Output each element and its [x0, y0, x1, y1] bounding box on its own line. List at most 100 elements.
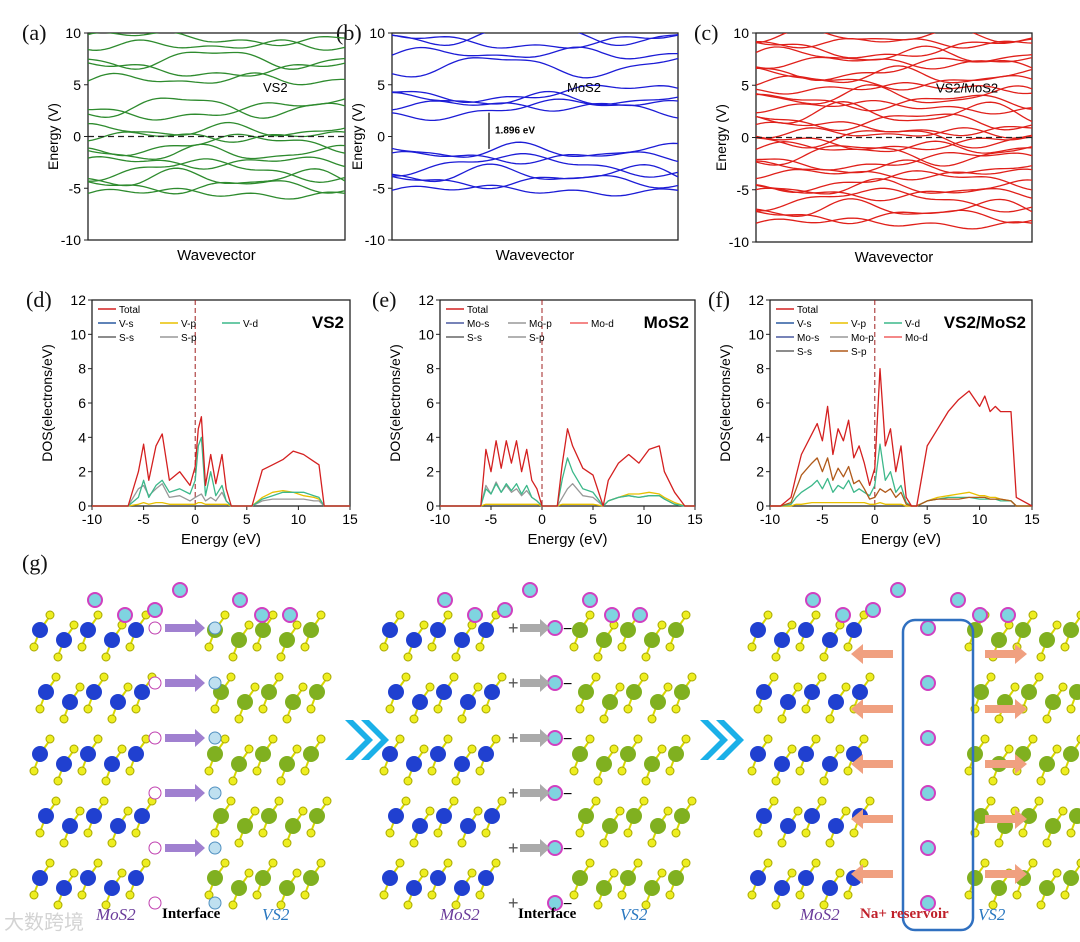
sulfur-atom: [117, 868, 127, 878]
negative-charge-icon: [208, 621, 222, 635]
band-line: [392, 57, 678, 79]
sulfur-atom: [865, 796, 875, 806]
dos-series-total: [440, 428, 695, 507]
chevron: [716, 720, 744, 760]
sulfur-atom: [316, 610, 326, 620]
sulfur-atom: [403, 652, 413, 662]
sulfur-atom: [841, 682, 851, 692]
mo-atom: [430, 870, 446, 886]
sulfur-atom: [220, 610, 230, 620]
legend-label: Mo-p: [529, 319, 552, 330]
sulfur-atom: [93, 734, 103, 744]
sulfur-atom: [457, 838, 467, 848]
sulfur-atom: [443, 610, 453, 620]
band-line: [88, 133, 345, 157]
band-line: [88, 158, 345, 183]
mo-atom: [780, 694, 796, 710]
y-tick-label: 2: [426, 464, 434, 480]
band-line: [756, 168, 1032, 181]
sulfur-atom: [300, 766, 310, 776]
sulfur-atom: [753, 828, 763, 838]
x-tick-label: 10: [972, 511, 988, 527]
na-ion: [920, 675, 936, 691]
negative-charge-icon: [208, 841, 222, 855]
v-atom: [1063, 870, 1079, 886]
sulfur-atom: [1028, 610, 1038, 620]
panel-label-a: (a): [22, 20, 47, 45]
sulfur-atom: [467, 868, 477, 878]
sulfur-atom: [298, 682, 308, 692]
sulfur-atom: [282, 838, 292, 848]
sulfur-atom: [575, 704, 585, 714]
dos-series-v-d: [92, 436, 350, 507]
sulfur-atom: [787, 744, 797, 754]
positive-charge-icon: [148, 896, 162, 910]
positive-charge-icon: [148, 676, 162, 690]
v-atom: [596, 880, 612, 896]
v-atom: [213, 808, 229, 824]
sulfur-atom: [771, 900, 781, 910]
na-ion: [890, 582, 906, 598]
sulfur-atom: [451, 900, 461, 910]
sulfur-atom: [395, 610, 405, 620]
sulfur-atom: [986, 796, 996, 806]
sulfur-atom: [298, 806, 308, 816]
v-atom: [309, 808, 325, 824]
x-tick-label: -10: [760, 511, 780, 527]
material-label: VS2/MoS2: [944, 313, 1026, 332]
mo-atom: [80, 746, 96, 762]
na-ion: [87, 592, 103, 608]
sulfur-atom: [819, 776, 829, 786]
band-line: [756, 140, 1032, 154]
sulfur-atom: [433, 704, 443, 714]
band-line: [756, 33, 1032, 44]
sulfur-atom: [131, 828, 141, 838]
v-atom: [303, 746, 319, 762]
band-line: [392, 90, 678, 106]
sulfur-atom: [481, 704, 491, 714]
chevron: [361, 720, 389, 760]
sulfur-atom: [419, 620, 429, 630]
v-atom: [1039, 756, 1055, 772]
sulfur-atom: [795, 766, 805, 776]
v-atom: [650, 818, 666, 834]
y-tick-label: 10: [418, 326, 434, 342]
mo-atom: [774, 880, 790, 896]
v-atom: [1039, 880, 1055, 896]
sulfur-atom: [274, 672, 284, 682]
sulfur-atom: [671, 704, 681, 714]
na-ion: [972, 607, 988, 623]
sulfur-atom: [569, 766, 579, 776]
sulfur-atom: [647, 838, 657, 848]
sulfur-atom: [491, 858, 501, 868]
dos-plot-e: 0 2 4 6 8 10 12 -10 -5 0 5 10 15 Energy (eV) DOS(elect…: [387, 292, 703, 548]
sulfur-atom: [841, 806, 851, 816]
mo-atom: [454, 756, 470, 772]
sulfur-atom: [663, 806, 673, 816]
na-ion: [437, 592, 453, 608]
sulfur-atom: [787, 620, 797, 630]
band-line: [392, 34, 678, 49]
v-atom: [602, 694, 618, 710]
sulfur-atom: [83, 704, 93, 714]
sulfur-atom: [101, 900, 111, 910]
process-chevron-icon: [345, 720, 389, 760]
legend-label: V-p: [181, 319, 196, 330]
positive-charge-icon: [148, 786, 162, 800]
sulfur-atom: [575, 828, 585, 838]
band-line: [392, 184, 678, 197]
band-line: [756, 37, 1032, 49]
sulfur-atom: [687, 672, 697, 682]
label-mos2-2: MoS2: [440, 905, 480, 924]
y-tick-label: 0: [78, 498, 86, 514]
sulfur-atom: [633, 858, 643, 868]
v-atom: [668, 870, 684, 886]
x-tick-label: 10: [291, 511, 307, 527]
sulfur-atom: [276, 652, 286, 662]
sulfur-atom: [865, 672, 875, 682]
sulfur-atom: [591, 796, 601, 806]
sulfur-atom: [252, 642, 262, 652]
v-atom: [285, 694, 301, 710]
na-ion: [582, 592, 598, 608]
mo-atom: [38, 808, 54, 824]
